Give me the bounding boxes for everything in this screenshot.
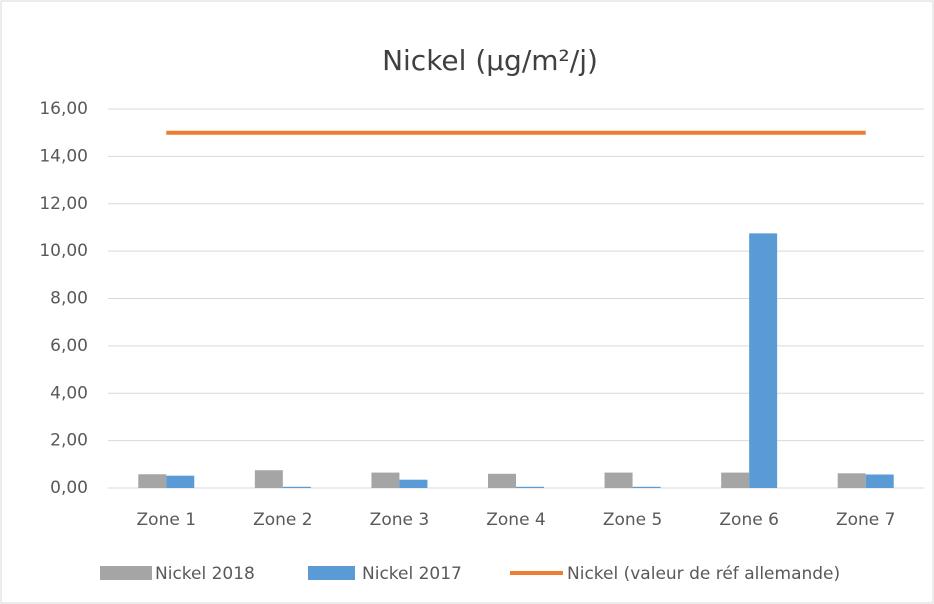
- bar: [254, 470, 283, 488]
- y-tick-label: 12,00: [39, 194, 88, 214]
- y-tick-label: 2,00: [50, 431, 88, 451]
- legend-label: Nickel 2018: [155, 564, 255, 584]
- x-tick-label: Zone 5: [603, 510, 663, 530]
- bar: [865, 474, 894, 488]
- x-tick-label: Zone 2: [253, 510, 313, 530]
- legend-swatch: [308, 566, 355, 580]
- y-tick-label: 4,00: [50, 383, 88, 403]
- bar: [749, 233, 778, 488]
- y-tick-label: 10,00: [39, 241, 88, 261]
- x-tick-label: Zone 4: [486, 510, 546, 530]
- y-tick-label: 14,00: [39, 146, 88, 166]
- y-tick-label: 16,00: [39, 99, 88, 119]
- bar: [837, 473, 866, 488]
- x-tick-label: Zone 3: [370, 510, 430, 530]
- bar: [604, 472, 633, 488]
- bar: [282, 486, 311, 488]
- legend-label: Nickel (valeur de réf allemande): [567, 564, 840, 584]
- bar: [138, 474, 167, 488]
- bar: [399, 479, 428, 488]
- x-tick-label: Zone 1: [137, 510, 197, 530]
- bar: [371, 472, 400, 488]
- x-tick-label: Zone 7: [836, 510, 896, 530]
- x-tick-label: Zone 6: [719, 510, 779, 530]
- bar: [721, 472, 750, 488]
- bar: [166, 475, 195, 488]
- legend-label: Nickel 2017: [362, 564, 462, 584]
- y-tick-label: 8,00: [50, 289, 88, 309]
- chart-title: Nickel (µg/m²/j): [382, 44, 598, 77]
- legend-swatch: [100, 566, 152, 580]
- bar: [516, 486, 544, 488]
- y-tick-label: 0,00: [50, 478, 88, 498]
- y-tick-label: 6,00: [50, 336, 88, 356]
- bar: [488, 473, 516, 488]
- bar: [632, 486, 661, 488]
